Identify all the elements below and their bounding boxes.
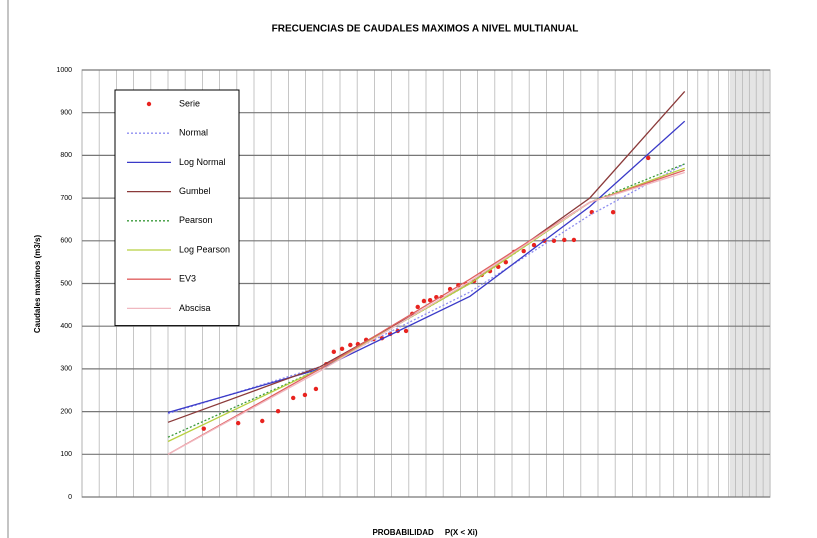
legend-label: Serie [179, 98, 200, 108]
y-tick-label: 100 [60, 451, 72, 458]
y-tick-label: 200 [60, 408, 72, 415]
data-point [415, 304, 420, 310]
data-point [331, 349, 337, 355]
legend-marker [146, 101, 152, 107]
data-point [421, 298, 427, 304]
data-point [302, 392, 308, 398]
series-line [167, 163, 686, 415]
y-tick-label: 600 [60, 238, 72, 245]
legend-label: Gumbel [179, 186, 211, 196]
chart-title: FRECUENCIAS DE CAUDALES MAXIMOS A NIVEL … [272, 24, 579, 35]
data-point [503, 259, 509, 265]
y-tick-label: 500 [60, 280, 72, 287]
data-point [646, 155, 651, 161]
y-tick-label: 700 [60, 195, 72, 202]
legend-label: Log Normal [179, 157, 226, 167]
data-point [531, 242, 537, 248]
series-line [167, 167, 685, 443]
data-point [201, 426, 206, 431]
data-point [562, 237, 567, 243]
data-point [427, 297, 433, 303]
legend-label: Abscisa [179, 303, 211, 313]
data-point [348, 342, 353, 348]
y-tick-label: 300 [60, 366, 72, 373]
legend-label: Pearson [179, 215, 213, 225]
y-tick-label: 900 [60, 110, 72, 117]
legend-box [114, 89, 240, 327]
y-axis-label: Caudales maximos (m3/s) [33, 235, 42, 334]
x-axis-label: PROBABILIDAD P(X < Xi) [372, 528, 477, 537]
data-point [275, 408, 281, 414]
series-line [167, 171, 685, 455]
y-tick-label: 800 [60, 152, 72, 159]
legend-label: Normal [179, 128, 208, 138]
y-tick-label: 1000 [56, 67, 72, 74]
data-point [339, 346, 345, 352]
y-tick-label: 0 [68, 494, 72, 501]
data-point [235, 420, 241, 426]
data-point [610, 209, 616, 215]
legend-label: Log Pearson [179, 244, 230, 254]
data-point [571, 237, 577, 243]
data-point [551, 238, 557, 243]
data-point [291, 395, 296, 401]
data-point [403, 328, 409, 334]
series-line [167, 120, 686, 414]
y-tick-label: 400 [60, 323, 72, 330]
series-line [167, 169, 685, 455]
data-point [521, 248, 526, 254]
data-point [260, 418, 265, 424]
data-point [313, 386, 319, 392]
legend-label: EV3 [179, 274, 196, 284]
